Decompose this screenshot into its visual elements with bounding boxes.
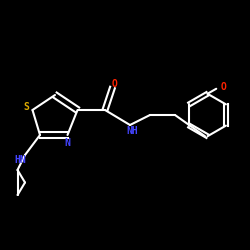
- Text: O: O: [112, 79, 118, 89]
- Text: N: N: [64, 138, 70, 147]
- Text: HN: HN: [14, 155, 26, 165]
- Text: NH: NH: [127, 126, 138, 136]
- Text: S: S: [23, 102, 29, 113]
- Text: O: O: [221, 82, 227, 92]
